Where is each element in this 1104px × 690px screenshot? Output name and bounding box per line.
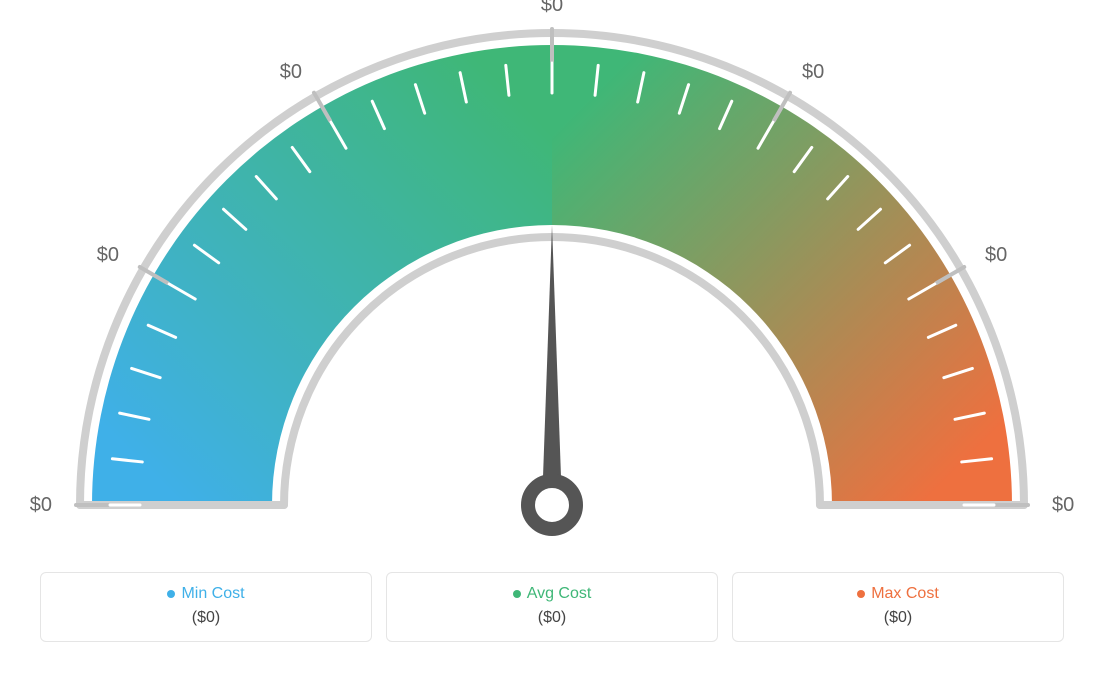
gauge-scale-label: $0 (541, 0, 563, 16)
gauge-chart: $0 $0 $0 $0 $0 $0 $0 Min Cost ($0) Avg Cost ($… (0, 0, 1104, 690)
legend-label-min: Min Cost (181, 585, 244, 602)
legend-value-max: ($0) (733, 609, 1063, 627)
legend-label-max: Max Cost (871, 585, 939, 602)
legend-card-min: Min Cost ($0) (40, 572, 372, 642)
legend-label-avg: Avg Cost (527, 585, 592, 602)
gauge-scale-label: $0 (985, 244, 1007, 266)
legend-value-min: ($0) (41, 609, 371, 627)
legend-card-avg: Avg Cost ($0) (386, 572, 718, 642)
gauge-scale-label: $0 (30, 494, 52, 516)
gauge-scale-label: $0 (97, 244, 119, 266)
gauge-needle (542, 225, 562, 505)
gauge-needle-hub (528, 481, 576, 529)
legend-dot-avg (513, 590, 521, 598)
legend-title-min: Min Cost (41, 585, 371, 603)
gauge-scale-label: $0 (802, 61, 824, 83)
gauge-arc-right (552, 45, 1012, 505)
legend-dot-max (857, 590, 865, 598)
legend-card-max: Max Cost ($0) (732, 572, 1064, 642)
gauge-scale-label: $0 (1052, 494, 1074, 516)
legend-dot-min (167, 590, 175, 598)
gauge-scale-label: $0 (280, 61, 302, 83)
gauge-arc-left (92, 45, 552, 505)
legend-title-max: Max Cost (733, 585, 1063, 603)
legend-title-avg: Avg Cost (387, 585, 717, 603)
legend-value-avg: ($0) (387, 609, 717, 627)
legend-row: Min Cost ($0) Avg Cost ($0) Max Cost ($0… (0, 572, 1104, 642)
